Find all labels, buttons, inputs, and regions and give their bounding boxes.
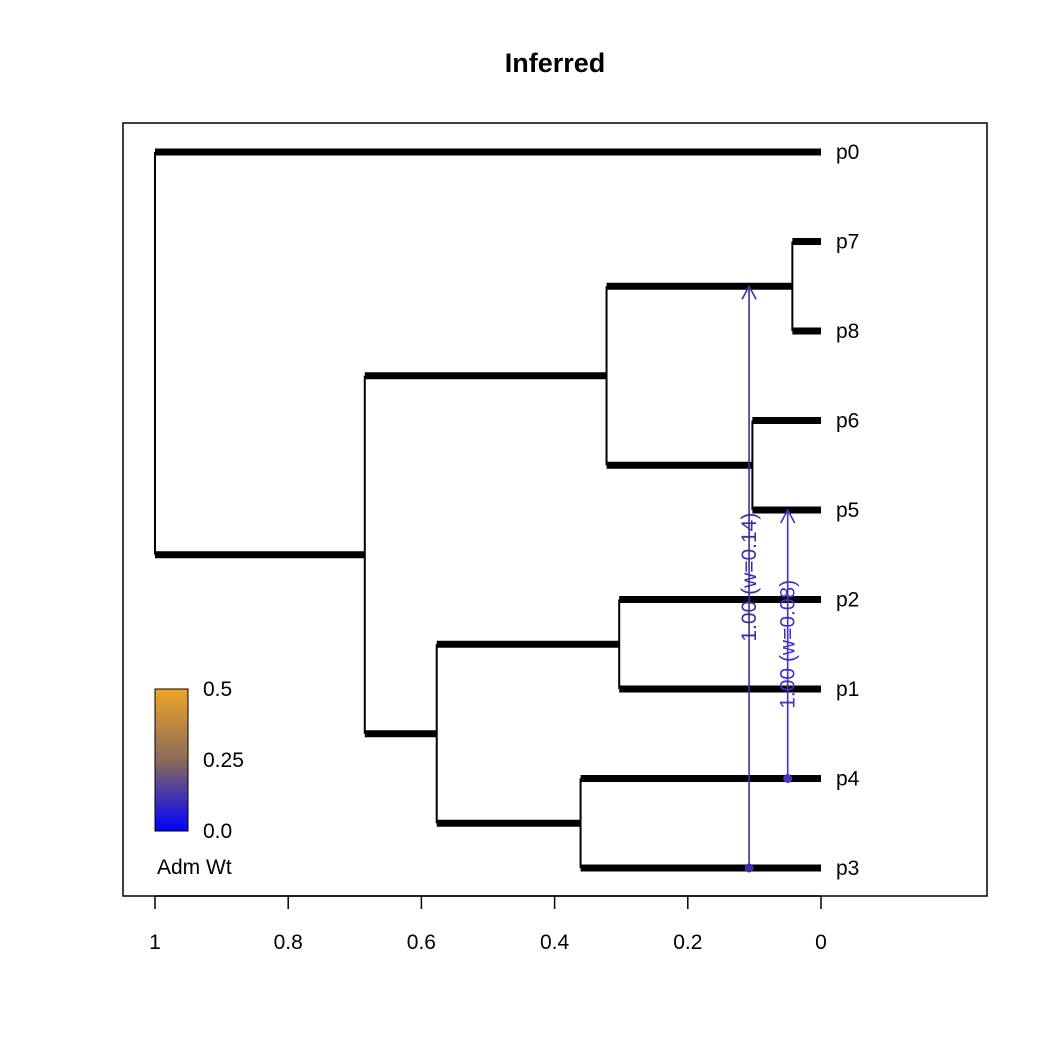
- legend-color-bar: [154, 688, 189, 832]
- x-tick-label: 0.6: [407, 931, 436, 954]
- tree-branches: [154, 148, 821, 872]
- legend-title: Adm Wt: [157, 856, 232, 879]
- tip-label-p2: p2: [836, 589, 859, 612]
- tip-label-p8: p8: [836, 320, 859, 343]
- tip-label-p6: p6: [836, 410, 859, 433]
- migration-arrowhead: [779, 508, 796, 524]
- tip-label-p4: p4: [836, 768, 860, 791]
- adm-wt-legend: 0.5 0.25 0.0 Adm Wt: [154, 678, 244, 879]
- tip-label-p3: p3: [836, 857, 859, 880]
- legend-tick-mid: 0.25: [203, 749, 244, 772]
- migration-edges: 1.00 (w=0.14) 1.00 (w=0.08): [738, 284, 800, 873]
- migration-source-dot: [744, 863, 754, 873]
- tip-label-p0: p0: [836, 141, 859, 164]
- tip-label-p1: p1: [836, 678, 859, 701]
- legend-tick-high: 0.5: [203, 678, 232, 701]
- x-tick-label: 1: [149, 931, 161, 954]
- x-tick-label: 0.2: [673, 931, 702, 954]
- migration-label: 1.00 (w=0.14): [738, 513, 761, 642]
- x-tick-label: 0: [815, 931, 827, 954]
- tip-label-p7: p7: [836, 231, 859, 254]
- x-tick-label: 0.8: [274, 931, 303, 954]
- chart-title: Inferred: [505, 48, 606, 78]
- migration-arrowhead: [741, 284, 757, 300]
- x-tick-label: 0.4: [540, 931, 570, 954]
- legend-tick-low: 0.0: [203, 820, 232, 843]
- migration-source-dot: [783, 774, 793, 783]
- tip-label-p5: p5: [836, 499, 859, 522]
- tip-labels: p0 p7 p8 p6 p5 p2 p1 p4 p3: [836, 141, 860, 880]
- migration-label: 1.00 (w=0.08): [777, 580, 800, 709]
- x-axis: 1 0.8 0.6 0.4 0.2 0: [149, 895, 827, 954]
